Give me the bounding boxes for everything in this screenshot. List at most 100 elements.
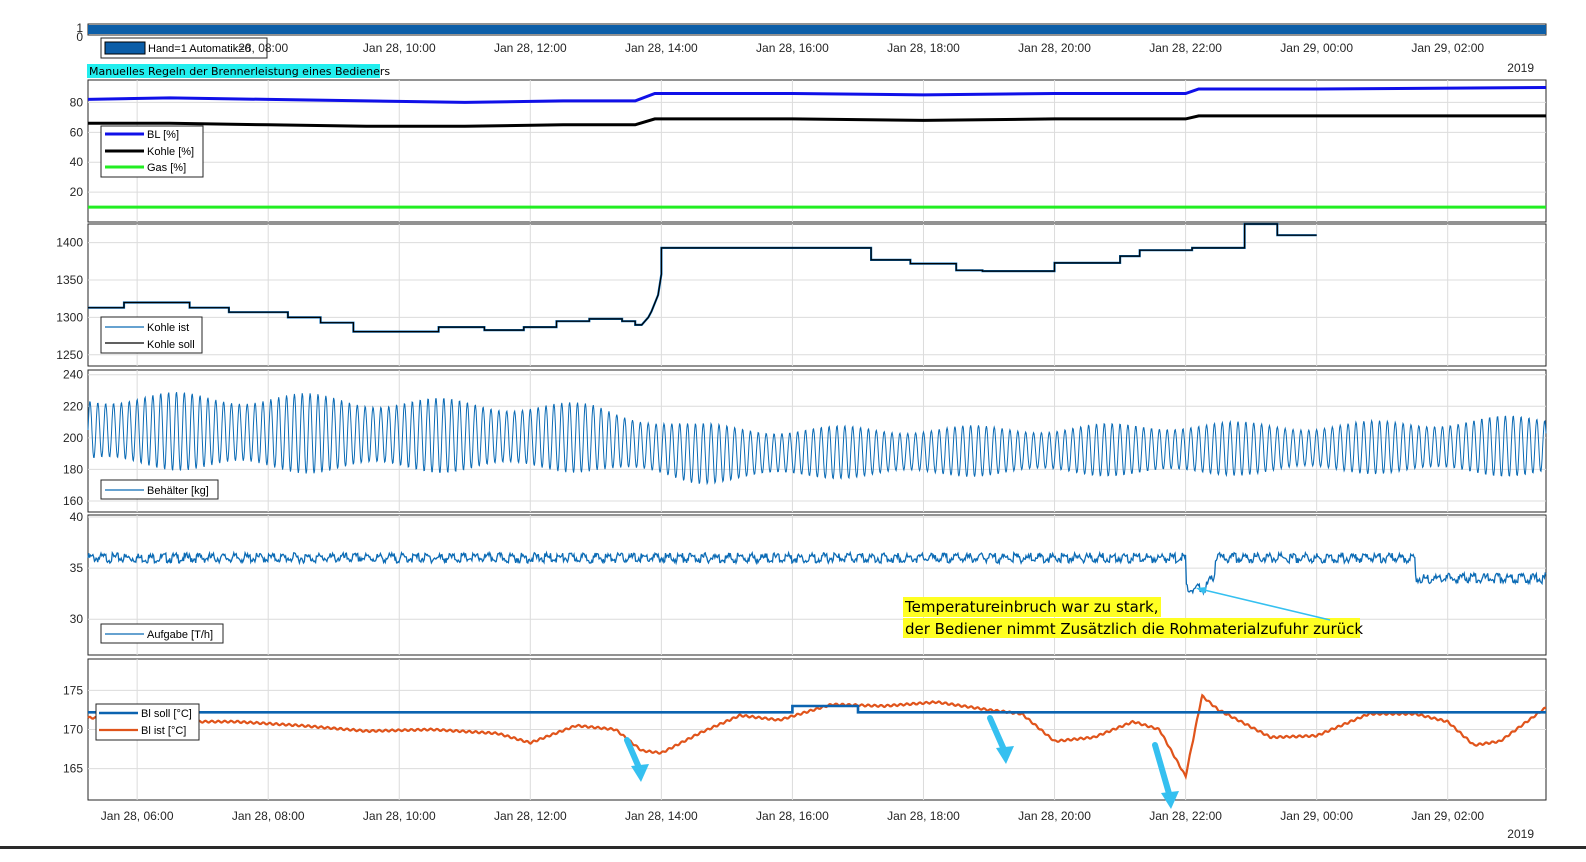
panel-burner-grid <box>88 80 1546 222</box>
series-bl-soll-line <box>88 704 1546 714</box>
drop-arrow-head <box>1161 791 1179 809</box>
panel-coal-ytick-1400: 1400 <box>56 236 83 250</box>
top-time-tick: 28, 08:00 <box>238 41 288 55</box>
panel-burner-legend: BL [%] Kohle [%] Gas [%] <box>100 125 204 178</box>
bottom-year-label: 2019 <box>1507 827 1534 841</box>
annotation-callout: Temperatureinbruch war zu stark, der Bed… <box>903 587 1363 638</box>
panel-mode-legend: Hand=1 Automatik=0 <box>100 37 268 59</box>
legend-bl-label: BL [%] <box>147 129 179 141</box>
panel-container-ytick-180: 180 <box>63 462 83 476</box>
top-year-label: 2019 <box>1507 61 1534 75</box>
bottom-time-tick: Jan 28, 20:00 <box>1018 809 1091 823</box>
series-kohle-soll-line <box>88 223 1317 333</box>
panel-temperature-legend: Bl soll [°C] Bl ist [°C] <box>95 703 200 741</box>
bottom-time-tick: Jan 28, 06:00 <box>101 809 174 823</box>
panel-coal-frame <box>87 223 1547 367</box>
bottom-time-tick: Jan 28, 18:00 <box>887 809 960 823</box>
panel-feed-legend-box <box>100 623 224 644</box>
bottom-time-tick: Jan 28, 08:00 <box>232 809 305 823</box>
panel-container-grid <box>88 370 1546 512</box>
panel-burner-ytick-40: 40 <box>70 155 84 169</box>
legend-kohle-pct-label: Kohle [%] <box>147 146 194 158</box>
panel-feed-yticks: 30 35 40 <box>70 510 84 626</box>
top-time-tick: Jan 28, 12:00 <box>494 41 567 55</box>
bottom-time-tick: Jan 29, 02:00 <box>1411 809 1484 823</box>
bottom-time-tick: Jan 28, 10:00 <box>363 809 436 823</box>
series-kohle-pct-line <box>88 114 1546 128</box>
bottom-time-tick: Jan 28, 12:00 <box>494 809 567 823</box>
legend-behaelter-label: Behälter [kg] <box>147 485 209 497</box>
panel-temperature-ytick-165: 165 <box>63 762 83 776</box>
top-time-axis: 28, 08:00 Jan 28, 10:00 Jan 28, 12:00 Jan 2… <box>238 41 1484 55</box>
annotation-line-1: Temperatureinbruch war zu stark, <box>904 598 1158 616</box>
drop-arrow-head <box>631 764 649 782</box>
panel-coal-ytick-1350: 1350 <box>56 273 83 287</box>
top-time-tick: Jan 28, 16:00 <box>756 41 829 55</box>
panel-container-frame <box>87 369 1547 513</box>
panel-coal-grid <box>88 224 1546 366</box>
panel-coal-legend: Kohle ist Kohle soll <box>100 316 203 354</box>
bottom-time-tick: Jan 28, 14:00 <box>625 809 698 823</box>
panel-container-legend-box <box>100 479 219 500</box>
drop-arrow-shaft <box>1152 742 1173 800</box>
annotation-pointer <box>1199 588 1331 621</box>
legend-aufgabe-label: Aufgabe [T/h] <box>147 629 213 641</box>
panel-burner-ytick-20: 20 <box>70 185 84 199</box>
bottom-time-tick: Jan 28, 16:00 <box>756 809 829 823</box>
series-aufgabe-line <box>87 550 1547 596</box>
panel-burner-ytick-60: 60 <box>70 125 84 139</box>
temperature-drop-arrows <box>624 715 1179 809</box>
panel-feed-ytick-40: 40 <box>70 510 84 524</box>
legend-kohle-soll-label: Kohle soll <box>147 339 195 351</box>
panel-container-legend: Behälter [kg] <box>100 479 219 500</box>
series-bl-ist-line <box>87 693 1547 781</box>
panel-container-ytick-240: 240 <box>63 368 83 382</box>
panel-burner-frame <box>87 79 1547 223</box>
top-time-tick: Jan 28, 22:00 <box>1149 41 1222 55</box>
panel-temperature-legend-box <box>95 703 200 741</box>
panel-coal-yticks: 1250 1300 1350 1400 <box>56 236 83 362</box>
bottom-time-tick: Jan 28, 22:00 <box>1149 809 1222 823</box>
panel-container-ytick-160: 160 <box>63 494 83 508</box>
caption-text: Manuelles Regeln der Brennerleistung ein… <box>89 65 390 78</box>
top-time-tick: Jan 28, 20:00 <box>1018 41 1091 55</box>
panel-feed-frame <box>87 514 1547 656</box>
top-time-tick: Jan 28, 18:00 <box>887 41 960 55</box>
panel-burner-ytick-80: 80 <box>70 95 84 109</box>
top-time-tick: Jan 28, 14:00 <box>625 41 698 55</box>
panel-mode-ytick-1: 1 <box>76 21 83 35</box>
annotation-highlight-1 <box>903 597 1161 617</box>
drop-arrow-shaft <box>987 715 1008 755</box>
panel-coal-ytick-1300: 1300 <box>56 310 83 324</box>
panel-container-yticks: 160 180 200 220 240 <box>63 368 83 508</box>
legend-bl-ist-label: Bl ist [°C] <box>141 725 186 737</box>
panel-mode: 1 0 Hand=1 Automatik=0 28, 08:00 Jan 28, … <box>76 21 1547 78</box>
panel-coal: 1250 1300 1350 1400 Kohle ist Kohle soll <box>56 222 1547 367</box>
annotation-highlight-2 <box>903 618 1360 638</box>
drop-arrow-head <box>996 746 1014 764</box>
panel-temperature-ytick-175: 175 <box>63 683 83 697</box>
panel-mode-legend-label: Hand=1 Automatik=0 <box>148 43 251 55</box>
series-behaelter-line <box>87 392 1547 486</box>
drop-arrow-shaft <box>624 737 643 773</box>
legend-kohle-ist-label: Kohle ist <box>147 322 189 334</box>
panel-temperature: 165 170 175 Bl soll [°C] Bl ist [°C] Jan… <box>63 658 1547 841</box>
panel-feed-legend: Aufgabe [T/h] <box>100 623 224 644</box>
top-time-tick: Jan 29, 02:00 <box>1411 41 1484 55</box>
panel-burner: 20 40 60 80 BL [%] Kohle [%] Gas [%] <box>70 79 1547 223</box>
window-bottom-edge <box>0 846 1586 849</box>
legend-bl-soll-label: Bl soll [°C] <box>141 708 192 720</box>
panel-mode-ytick-0: 0 <box>76 30 83 44</box>
top-time-tick: Jan 28, 10:00 <box>363 41 436 55</box>
panel-coal-ytick-1250: 1250 <box>56 348 83 362</box>
bottom-time-axis: Jan 28, 06:00 Jan 28, 08:00 Jan 28, 10:00 J… <box>101 809 1485 823</box>
panel-mode-bar <box>88 25 1546 34</box>
bottom-time-tick: Jan 29, 00:00 <box>1280 809 1353 823</box>
panel-container: 160 180 200 220 240 Behälter [kg] <box>63 368 1547 513</box>
panel-coal-legend-box <box>100 316 203 354</box>
series-bl-line <box>87 86 1547 104</box>
panel-feed-ytick-30: 30 <box>70 612 84 626</box>
legend-gas-label: Gas [%] <box>147 162 186 174</box>
panel-mode-legend-swatch <box>104 41 146 55</box>
